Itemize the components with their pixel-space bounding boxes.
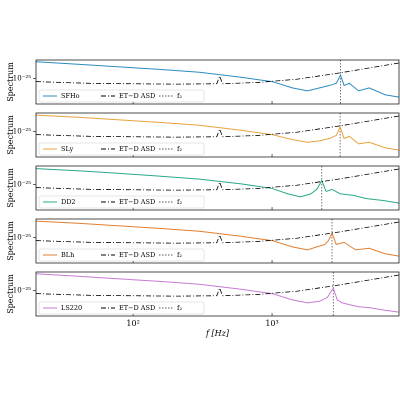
legend-label: ET−D ASD — [119, 145, 155, 153]
series-line — [36, 274, 399, 297]
y-axis-label: Spectrum — [6, 62, 15, 102]
legend-label: SLy — [61, 145, 74, 153]
series-line — [36, 61, 399, 98]
legend-label: DD2 — [61, 198, 76, 206]
legend-label: ET−D ASD — [119, 304, 155, 312]
y-tick-label: 10⁻²⁵ — [13, 181, 31, 189]
y-axis-label: Spectrum — [6, 168, 15, 208]
legend-label: ET−D ASD — [119, 251, 155, 259]
legend-label: SFHo — [61, 92, 80, 100]
legend: LS220 ET−D ASD f₂ — [38, 301, 205, 315]
series-line — [36, 221, 399, 244]
y-tick-label: 10⁻²⁵ — [13, 75, 31, 83]
y-axis-label: Spectrum — [6, 115, 15, 155]
axes-frame — [35, 218, 400, 264]
series-line — [36, 168, 399, 204]
legend-label: f₂ — [177, 304, 182, 312]
legend-box — [38, 301, 205, 315]
axes-frame — [35, 165, 400, 211]
legend-label: f₂ — [177, 198, 182, 206]
x-tick-label: 10³ — [265, 319, 278, 328]
axes-frame — [35, 59, 400, 105]
y-tick-label: 10⁻²⁵ — [13, 128, 31, 136]
legend-label: f₂ — [177, 92, 182, 100]
y-axis-label: Spectrum — [6, 221, 15, 261]
series-line — [36, 115, 399, 138]
y-axis-label: Spectrum — [6, 274, 15, 314]
legend-label: ET−D ASD — [119, 92, 155, 100]
y-tick-label: 10⁻²⁵ — [13, 234, 31, 242]
legend-label: LS220 — [61, 304, 82, 312]
series-line — [36, 273, 399, 313]
series-line — [36, 114, 399, 151]
series-line — [36, 220, 399, 257]
legend-box — [38, 89, 205, 103]
legend: BLh ET−D ASD f₂ — [38, 248, 205, 262]
legend: SLy ET−D ASD f₂ — [38, 142, 205, 156]
x-tick-label: 10² — [126, 319, 139, 328]
legend: DD2 ET−D ASD f₂ — [38, 195, 205, 209]
legend: SFHo ET−D ASD f₂ — [38, 89, 205, 103]
legend-label: ET−D ASD — [119, 198, 155, 206]
axes-frame — [35, 271, 400, 317]
series-line — [36, 62, 399, 85]
y-tick-label: 10⁻²⁵ — [13, 287, 31, 295]
legend-box — [38, 142, 205, 156]
legend-label: f₂ — [177, 145, 182, 153]
legend-label: BLh — [61, 251, 74, 259]
axes-frame — [35, 112, 400, 158]
legend-box — [38, 248, 205, 262]
series-line — [36, 168, 399, 191]
legend-label: f₂ — [177, 251, 182, 259]
legend-box — [38, 195, 205, 209]
x-axis-label: f [Hz] — [205, 329, 230, 338]
